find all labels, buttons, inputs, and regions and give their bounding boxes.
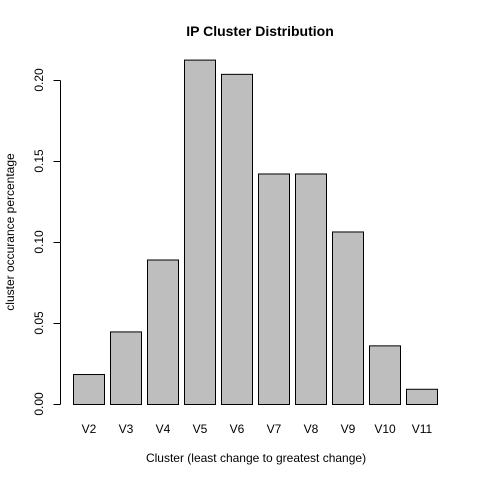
chart-title: IP Cluster Distribution	[186, 23, 334, 39]
y-tick-label: 0.10	[32, 230, 46, 254]
x-tick-label-v5: V5	[193, 422, 208, 436]
bar-v7	[258, 173, 290, 405]
bar-v6	[221, 73, 253, 406]
bars-group	[73, 59, 438, 406]
x-tick-label-v3: V3	[119, 422, 134, 436]
bar-v11	[406, 388, 438, 406]
x-axis-label: Cluster (least change to greatest change…	[146, 451, 366, 465]
y-axis: 0.00 0.05 0.10 0.15 0.20	[32, 68, 61, 416]
bar-v10	[369, 345, 401, 405]
x-tick-label-v2: V2	[82, 422, 97, 436]
bar-v8	[295, 173, 327, 405]
bar-v5	[184, 59, 216, 405]
bar-v4	[147, 259, 179, 405]
x-tick-label-v8: V8	[304, 422, 319, 436]
y-tick-label: 0.20	[32, 68, 46, 92]
x-tick-label-v4: V4	[156, 422, 171, 436]
x-tick-label-v6: V6	[230, 422, 245, 436]
bar-v3	[110, 331, 142, 406]
y-tick-label: 0.15	[32, 149, 46, 173]
bar-v9	[332, 231, 364, 405]
x-tick-label-v10: V10	[374, 422, 396, 436]
x-tick-label-v7: V7	[267, 422, 282, 436]
x-tick-label-v9: V9	[341, 422, 356, 436]
x-axis-tick-labels: V2 V3 V4 V5 V6 V7 V8 V9 V10 V11	[82, 422, 433, 436]
bar-v2	[73, 374, 105, 405]
y-tick-label: 0.00	[32, 392, 46, 416]
y-axis-label: cluster occurance percentage	[3, 153, 17, 311]
x-tick-label-v11: V11	[412, 422, 433, 436]
y-tick-label: 0.05	[32, 311, 46, 335]
